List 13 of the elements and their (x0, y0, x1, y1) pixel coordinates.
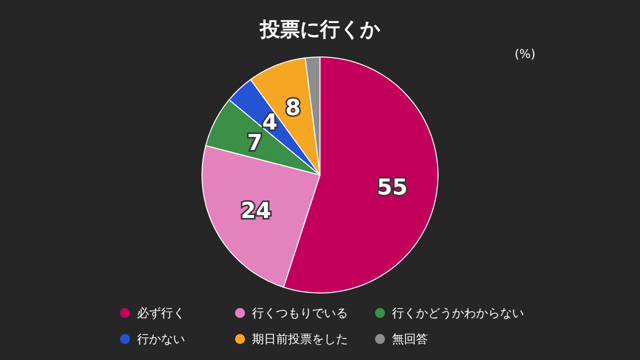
data-label: 55 (376, 175, 408, 200)
legend-label: 必ず行く (137, 306, 185, 320)
chart-title: 投票に行くか (259, 17, 381, 41)
data-label: 24 (240, 199, 272, 224)
legend-label: 行かない (137, 332, 185, 346)
data-label: 4 (262, 110, 278, 136)
data-label: 7 (247, 130, 262, 156)
legend-label: 無回答 (392, 332, 428, 346)
legend-label: 期日前投票をした (252, 332, 348, 346)
text: (%) (514, 47, 536, 61)
legend-label: 行くつもりでいる (252, 306, 348, 320)
legend-label: 行くかどうかわからない (392, 306, 524, 320)
data-label: 8 (285, 96, 301, 121)
